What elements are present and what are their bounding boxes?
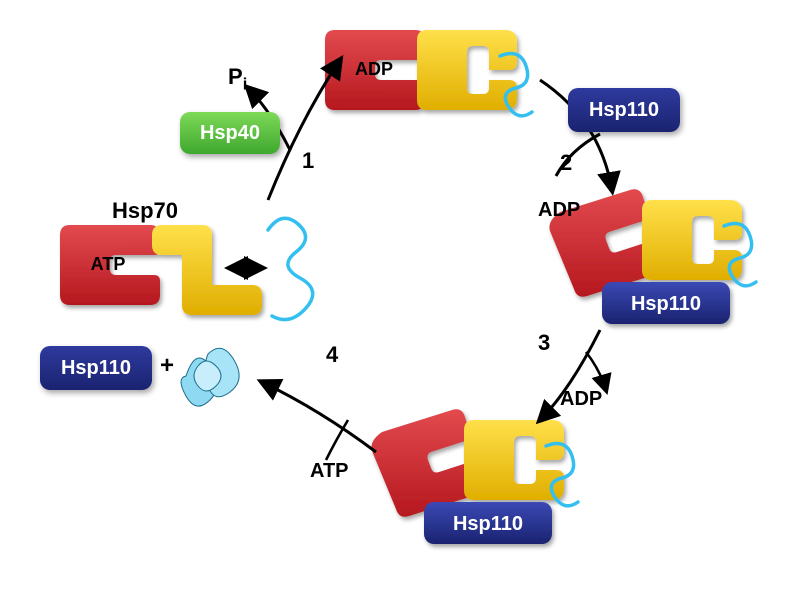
hsp70-label: Hsp70 [112,198,178,224]
pi-i: i [243,75,248,93]
plus-sign: + [160,352,174,380]
step-4: 4 [326,342,338,368]
diagram-svg: ATP ADP Hsp110 Hsp110 [0,0,800,600]
hsp110-right-text: Hsp110 [631,293,701,315]
step-2: 2 [560,150,572,176]
step-1: 1 [302,148,314,174]
folded-protein [181,348,239,406]
hsp40-text: Hsp40 [200,122,260,145]
adp-top-text: ADP [355,59,393,79]
hsp110-out-text: Hsp110 [61,357,131,380]
hsp110-box-out: Hsp110 [40,346,152,390]
adp-right-label: ADP [538,199,580,222]
adp-out-label: ADP [560,388,602,411]
arrow-step4 [262,382,376,452]
hsp70-adp-closed-top [325,30,517,110]
hsp40-box: Hsp40 [180,112,280,154]
pi-p: P [228,64,243,89]
hsp110-box-in: Hsp110 [568,88,680,132]
arrow-adp-out [586,352,606,390]
hsp110-bottom-text: Hsp110 [453,513,523,535]
pi-label: Pi [228,64,247,94]
atp-text: ATP [91,254,126,274]
atp-in-label: ATP [310,460,349,483]
substrate-free [268,218,313,319]
step-3: 3 [538,330,550,356]
hsp110-in-text: Hsp110 [589,99,659,122]
diagram-stage: ATP ADP Hsp110 Hsp110 [0,0,800,600]
